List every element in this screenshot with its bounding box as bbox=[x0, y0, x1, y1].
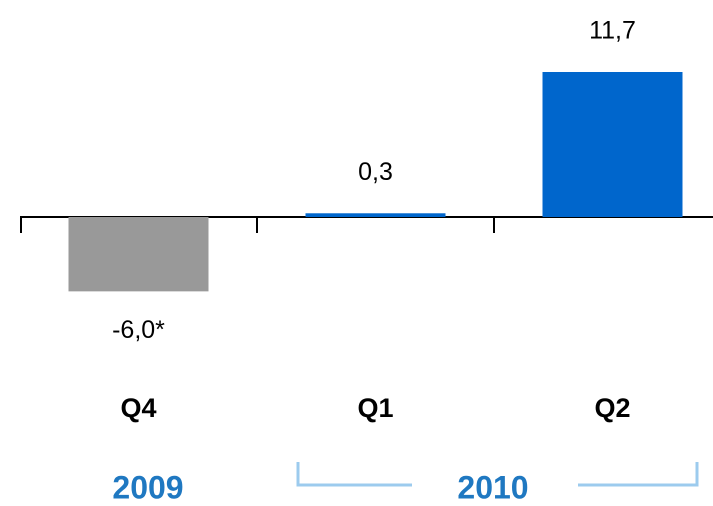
bar bbox=[305, 213, 446, 217]
category-label: Q2 bbox=[594, 393, 630, 423]
value-label: -6,0* bbox=[112, 316, 165, 344]
category-label: Q1 bbox=[357, 393, 393, 423]
value-label: 0,3 bbox=[358, 158, 393, 186]
bar bbox=[542, 72, 683, 217]
group-label: 2010 bbox=[457, 469, 528, 505]
bar bbox=[68, 217, 209, 292]
group-label: 2009 bbox=[112, 469, 183, 505]
value-label: 11,7 bbox=[589, 17, 636, 45]
category-label: Q4 bbox=[120, 393, 156, 423]
group-bracket bbox=[296, 462, 699, 487]
